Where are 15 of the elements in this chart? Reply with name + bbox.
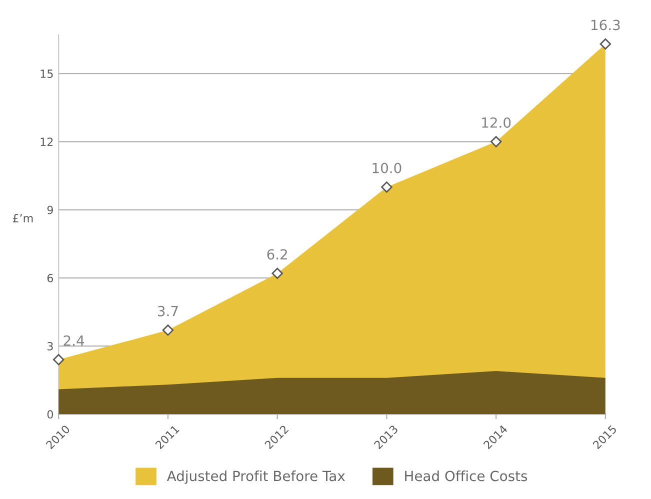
data-label: 2.4 <box>64 335 84 346</box>
y-tick-label: 15 <box>40 70 53 78</box>
data-label: 12.0 <box>482 117 511 128</box>
y-tick-label: 12 <box>40 138 53 146</box>
data-label: 3.7 <box>158 306 178 316</box>
data-label: 10.0 <box>372 162 402 174</box>
y-tick-label: 3 <box>48 342 53 350</box>
y-tick-label: 6 <box>47 274 54 282</box>
y-axis-title: £’m <box>12 214 33 222</box>
data-label: 16.3 <box>591 20 620 30</box>
y-tick-label: 9 <box>47 206 53 214</box>
data-label: 6.2 <box>267 249 287 260</box>
legend-label: Adjusted Profit Before Tax <box>166 470 345 484</box>
legend-label: Head Office Costs <box>405 470 528 482</box>
y-tick-label: 0 <box>47 410 53 419</box>
